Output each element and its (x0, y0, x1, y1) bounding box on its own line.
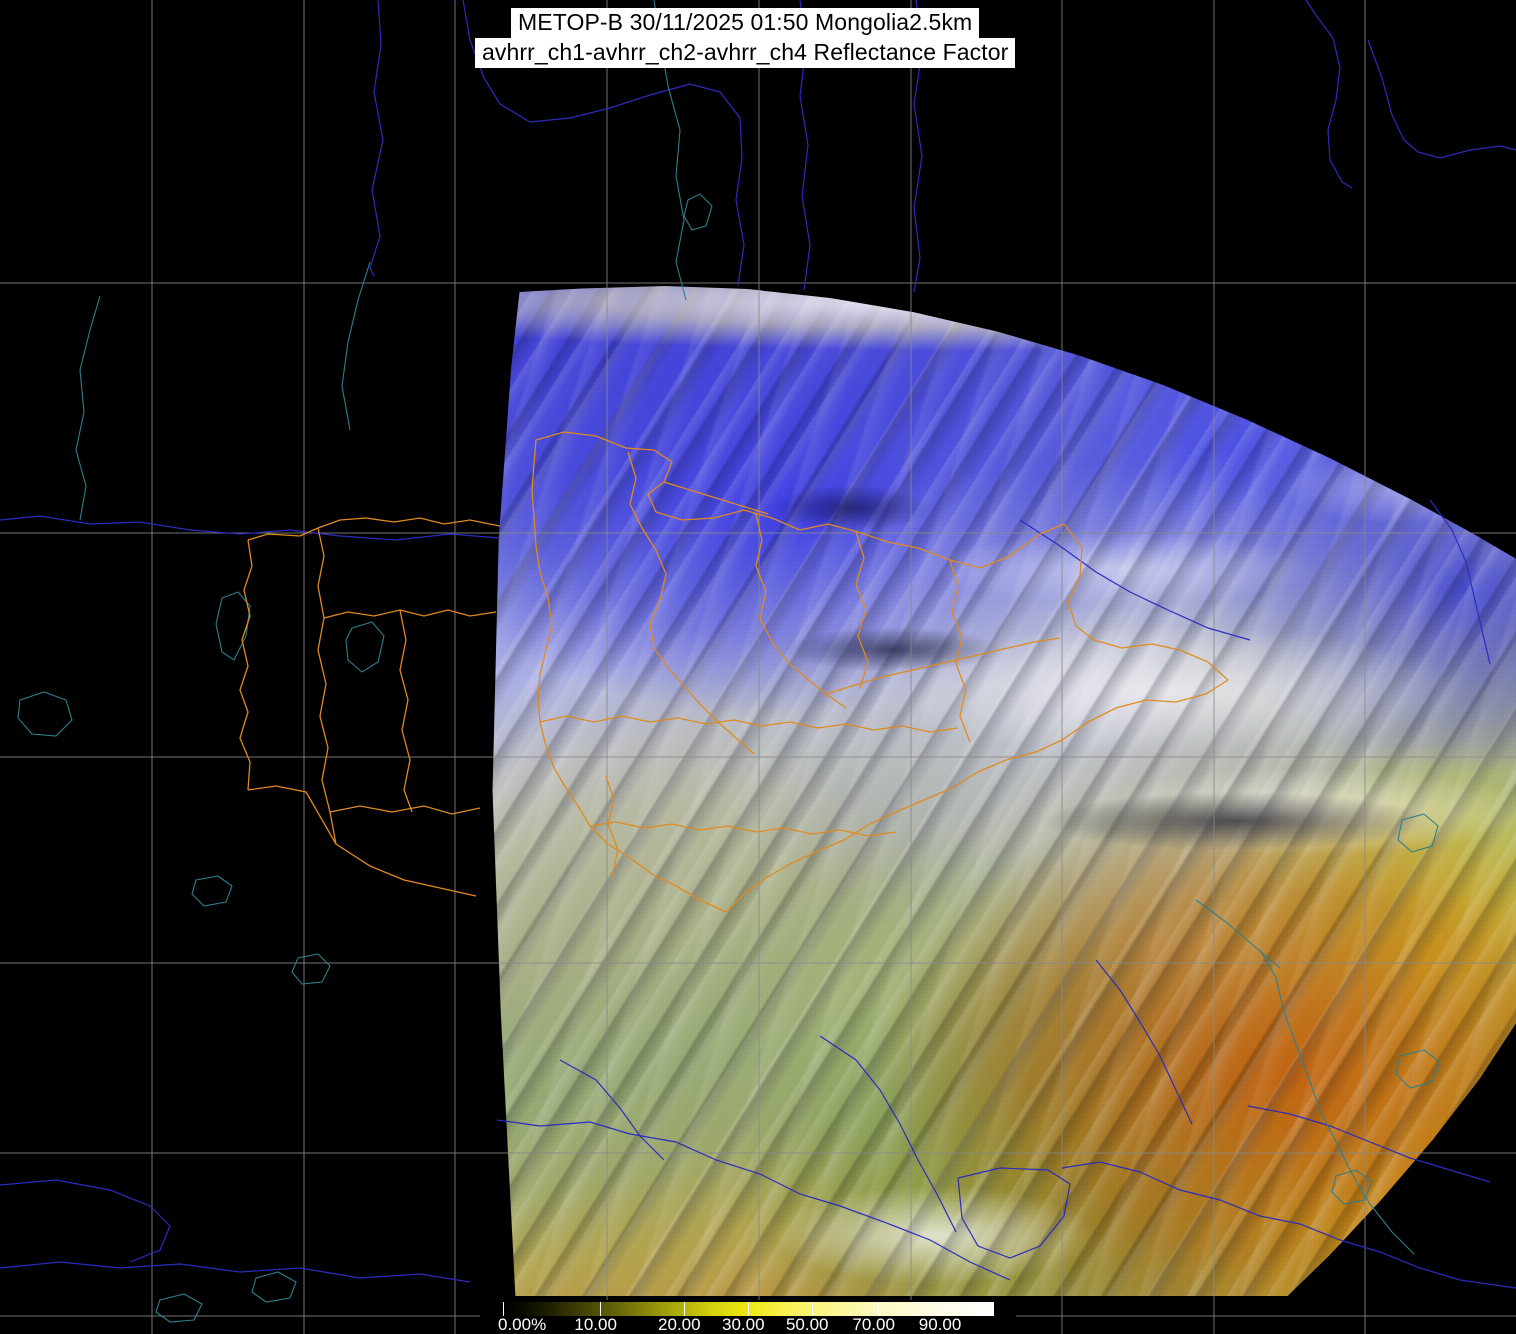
colorbar-tick (503, 1302, 504, 1316)
swath-scan-edge-glint (492, 286, 1516, 1296)
colorbar-tick (600, 1302, 602, 1316)
colorbar-tick-label: 30.00 (722, 1315, 765, 1334)
colorbar-tick-label: 0.00% (498, 1315, 547, 1334)
colorbar-tick (811, 1302, 813, 1316)
satellite-swath-raster (492, 286, 1516, 1296)
colorbar-tick (748, 1302, 749, 1316)
colorbar-tick-label: 20.00 (658, 1315, 701, 1334)
title-line-secondary: avhrr_ch1-avhrr_ch2-avhrr_ch4 Reflectanc… (475, 38, 1016, 68)
colorbar-tick (878, 1302, 880, 1316)
colorbar-tick-label: 90.00 (918, 1315, 962, 1334)
colorbar-tick (944, 1302, 946, 1316)
title-line-primary: METOP-B 30/11/2025 01:50 Mongolia2.5km (511, 8, 980, 38)
colorbar-tick-label: 70.00 (852, 1315, 895, 1334)
colorbar-tick (684, 1302, 686, 1316)
title-banner: METOP-B 30/11/2025 01:50 Mongolia2.5km a… (475, 8, 1016, 68)
colorbar: 0.00% 10.00 20.00 30.00 50.00 70.00 90.00 (480, 1300, 1016, 1334)
colorbar-tick-label: 50.00 (785, 1315, 829, 1334)
colorbar-tick-label: 10.00 (574, 1315, 617, 1334)
